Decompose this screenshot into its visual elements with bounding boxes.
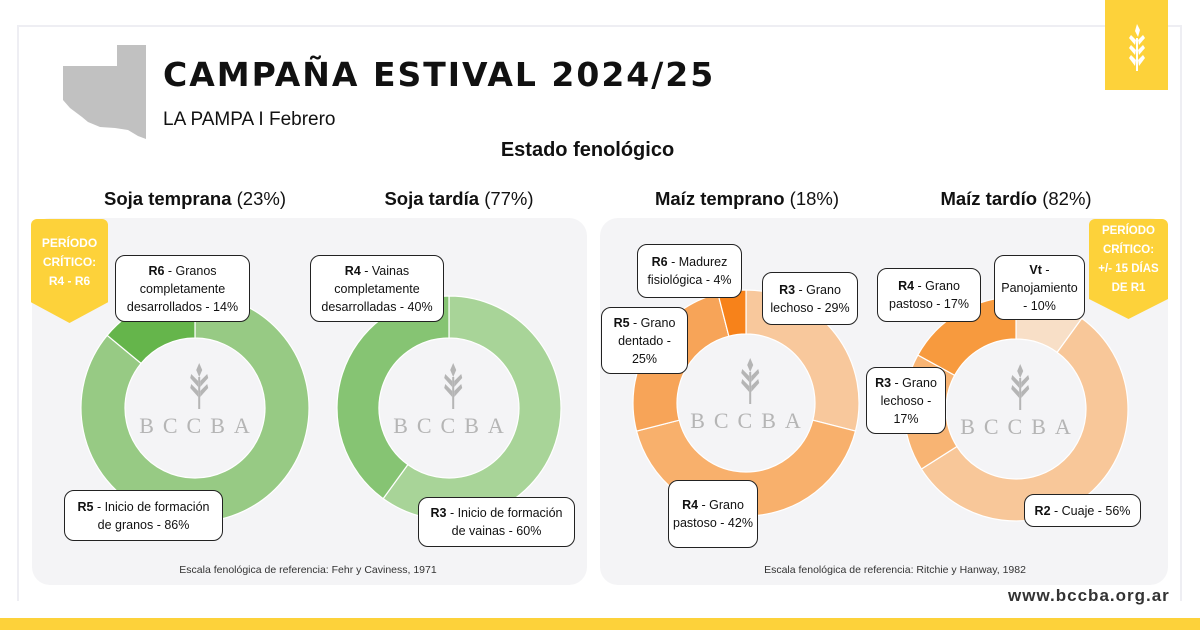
stage-code: R5 (77, 499, 94, 514)
wheat-icon (741, 358, 759, 404)
wheat-icon (1129, 24, 1145, 71)
stage-description: - Grano pastoso - 42% (673, 498, 753, 530)
chart-title-text: Maíz tardío (940, 188, 1038, 209)
stage-code: R3 (430, 506, 447, 520)
stage-description: - Granos completamente desarrollados - 1… (126, 263, 239, 314)
slice-label-r3: R3 - Inicio de formación de vainas - 60% (418, 497, 575, 547)
chart-title-text: Soja tardía (384, 188, 480, 209)
chart-title-maiz-temprano: Maíz temprano (18%) (655, 188, 839, 210)
chart-title-soja-temprana: Soja temprana (23%) (104, 188, 286, 210)
bccba-watermark: BCCBA (690, 358, 810, 434)
website-link[interactable]: www.bccba.org.ar (1008, 586, 1170, 605)
critical-line: PERÍODO (1101, 225, 1156, 237)
wheat-icon (190, 363, 208, 409)
stage-description: - Grano lechoso - 17% (880, 375, 937, 426)
brand-logo (1105, 0, 1168, 90)
footer-bar (0, 618, 1200, 630)
chart-title-share: (77%) (484, 188, 534, 209)
donut-slice-r5 (80, 293, 310, 523)
slice-label-vt: Vt - Panojamiento - 10% (994, 255, 1085, 320)
content-frame (17, 25, 1182, 601)
la-pampa-map (63, 45, 146, 139)
slice-label-r3: R3 - Grano lechoso - 29% (762, 272, 858, 325)
stage-code: R6 (651, 255, 668, 269)
chart-title-share: (82%) (1042, 188, 1092, 209)
stage-description: - Vainas completamente desarrolladas - 4… (321, 263, 433, 314)
section-title: Estado fenológico (500, 139, 675, 161)
slice-label-r5: R5 - Inicio de formación de granos - 86% (64, 490, 223, 541)
critical-line: +/- 15 DÍAS (1098, 263, 1159, 275)
critical-line: PERÍODO (41, 235, 98, 250)
soja-reference: Escala fenológica de referencia: Fehr y … (179, 564, 437, 576)
chart-title-text: Soja temprana (104, 188, 232, 209)
stage-code: R4 (898, 279, 915, 293)
slice-label-r4: R4 - Vainas completamente desarrolladas … (310, 255, 444, 322)
stage-code: R5 (613, 315, 630, 330)
slice-label-r6: R6 - Madurez fisiológica - 4% (637, 244, 742, 298)
stage-code: R4 (344, 263, 361, 278)
chart-title-maiz-tardio: Maíz tardío (82%) (940, 188, 1091, 210)
slice-label-r4: R4 - Grano pastoso - 42% (668, 480, 758, 548)
slice-label-r2: R2 - Cuaje - 56% (1024, 494, 1141, 527)
chart-title-share: (23%) (236, 188, 286, 209)
bccba-watermark: BCCBA (960, 364, 1080, 440)
critical-period-badge-maiz: PERÍODO CRÍTICO: +/- 15 DÍAS DE R1 (1089, 219, 1168, 319)
wheat-icon (444, 363, 462, 409)
chart-title-text: Maíz temprano (654, 188, 785, 209)
slice-label-r4: R4 - Grano pastoso - 17% (877, 268, 981, 322)
stage-code: R4 (682, 498, 699, 512)
stage-description: - Madurez fisiológica - 4% (647, 255, 732, 287)
stage-description: - Cuaje - 56% (1050, 503, 1131, 518)
maiz-reference: Escala fenológica de referencia: Ritchie… (764, 564, 1026, 576)
stage-description: - Grano lechoso - 29% (770, 282, 850, 315)
critical-line: R4 - R6 (48, 273, 91, 288)
slice-label-r6: R6 - Granos completamente desarrollados … (115, 255, 250, 322)
stage-description: - Inicio de formación de granos - 86% (93, 499, 210, 532)
stage-code: R6 (148, 263, 165, 278)
donut-slice-r2 (920, 317, 1129, 522)
wheat-icon (1011, 364, 1029, 410)
critical-line: CRÍTICO: (42, 254, 97, 269)
chart-title-soja-tardia: Soja tardía (77%) (384, 188, 533, 210)
critical-line: DE R1 (1111, 282, 1146, 294)
critical-line: CRÍTICO: (1102, 244, 1155, 256)
slice-label-r3: R3 - Grano lechoso - 17% (866, 367, 946, 434)
stage-code: Vt (1029, 262, 1042, 277)
critical-period-badge-soja: PERÍODO CRÍTICO: R4 - R6 (31, 219, 108, 323)
stage-description: - Grano pastoso - 17% (889, 279, 969, 311)
page-subtitle: LA PAMPA I Febrero (163, 109, 336, 130)
bccba-watermark: BCCBA (139, 363, 259, 439)
stage-description: - Inicio de formación de vainas - 60% (446, 506, 563, 538)
stage-description: - Panojamiento - 10% (1001, 262, 1078, 313)
chart-title-share: (18%) (789, 188, 840, 209)
slice-label-r5: R5 - Grano dentado - 25% (601, 307, 688, 374)
stage-code: R3 (875, 375, 892, 390)
stage-code: R3 (779, 282, 796, 297)
page-title: CAMPAÑA ESTIVAL 2024/25 (163, 55, 716, 94)
bccba-watermark: BCCBA (393, 363, 513, 439)
donut-slice-r3 (382, 295, 562, 521)
stage-description: - Grano dentado - 25% (618, 315, 676, 366)
stage-code: R2 (1034, 503, 1051, 518)
